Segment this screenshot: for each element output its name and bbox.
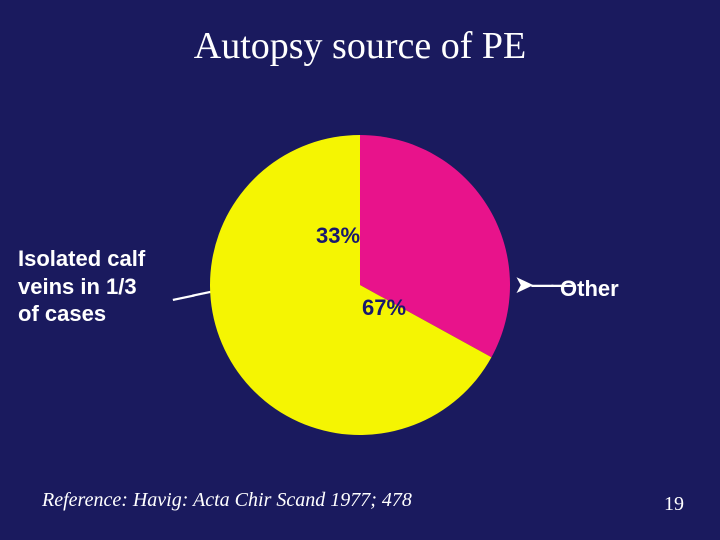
page-number: 19 [664, 493, 684, 516]
slide: Autopsy source of PE Isolated calf veins… [0, 0, 720, 540]
slice-label-1: 67% [362, 295, 406, 321]
arrow-right-icon: ➤―― [515, 272, 571, 298]
slide-title: Autopsy source of PE [0, 24, 720, 68]
reference-text: Reference: Havig: Acta Chir Scand 1977; … [42, 489, 412, 512]
pie-chart: 33% 67% [210, 135, 510, 435]
annotation-left-line2: veins in 1/3 [18, 274, 137, 299]
pie-svg [210, 135, 510, 435]
slice-label-0: 33% [316, 223, 360, 249]
annotation-left: Isolated calf veins in 1/3 of cases [18, 245, 145, 328]
annotation-left-line1: Isolated calf [18, 246, 145, 271]
annotation-left-line3: of cases [18, 301, 106, 326]
